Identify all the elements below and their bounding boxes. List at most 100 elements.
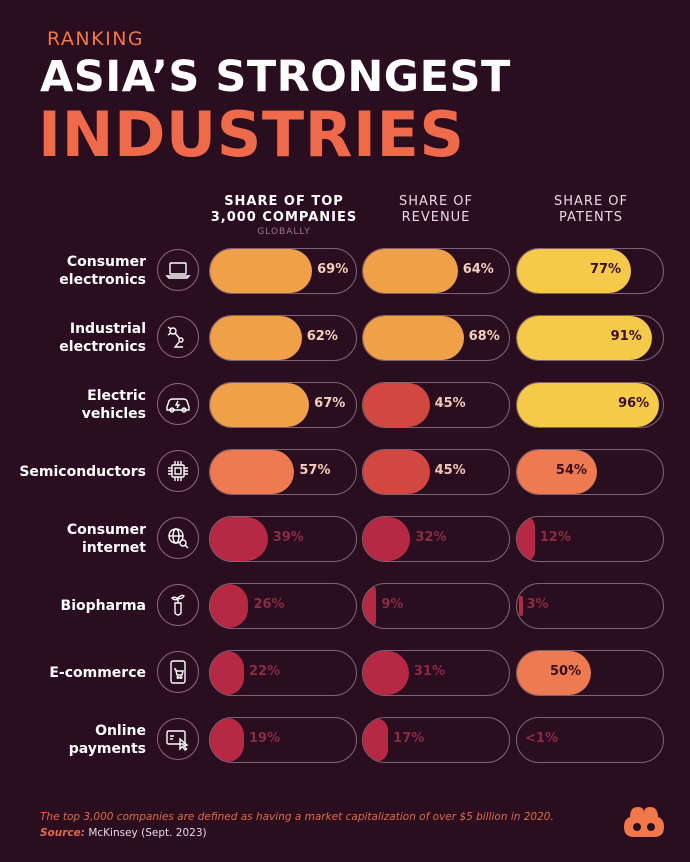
bar-value-label: 32% (415, 530, 447, 545)
row-label-consumer-internet: Consumer internet (0, 521, 146, 557)
bar (363, 584, 377, 628)
bar-value-label: <1% (525, 731, 558, 746)
bar-value-label: 96% (618, 396, 650, 411)
bar-track (209, 315, 357, 361)
row-label-line1: Industrial (69, 321, 146, 337)
bar-track (516, 248, 664, 294)
bar-track (209, 382, 357, 428)
row-label-consumer-electronics: Consumer electronics (0, 253, 146, 289)
bar (210, 249, 313, 293)
bar (517, 383, 660, 427)
bar (363, 316, 464, 360)
phone-cart-icon (157, 651, 199, 693)
bar-track (362, 382, 510, 428)
bar (210, 383, 310, 427)
column-header-companies-line2: 3,000 COMPANIES (210, 210, 358, 225)
bar-track (516, 650, 664, 696)
bar-track (362, 449, 510, 495)
footnote: The top 3,000 companies are defined as h… (40, 811, 554, 823)
bar-track (209, 449, 357, 495)
bar (517, 517, 535, 561)
bar-value-label: 64% (462, 262, 494, 277)
bar-track (516, 315, 664, 361)
row-label-line1: Online (95, 723, 146, 739)
bar-value-label: 31% (413, 664, 445, 679)
robot-arm-icon (157, 316, 199, 358)
bar-value-label: 12% (539, 530, 571, 545)
row-label-line2: internet (81, 540, 146, 556)
bar-track (362, 583, 510, 629)
bar-value-label: 17% (393, 731, 425, 746)
bar-value-label: 57% (299, 463, 331, 478)
source-label: Source: (40, 827, 85, 839)
source: Source: McKinsey (Sept. 2023) (40, 827, 207, 839)
column-header-revenue: SHARE OF REVENUE (361, 194, 511, 226)
bar-track (209, 516, 357, 562)
chip-icon (157, 450, 199, 492)
bar-value-label: 3% (526, 597, 549, 612)
row-label-line2: vehicles (81, 406, 146, 422)
bar (363, 450, 430, 494)
column-header-revenue-line2: REVENUE (401, 210, 471, 225)
bar-track (516, 717, 664, 763)
row-label-line1: Electric (87, 388, 146, 404)
page-title-line2: INDUSTRIES (38, 98, 465, 171)
bar-value-label: 26% (253, 597, 285, 612)
column-header-patents: SHARE OF PATENTS (516, 194, 666, 226)
bar (210, 584, 249, 628)
electric-car-icon (157, 383, 199, 425)
bar-track (362, 650, 510, 696)
bar-track (209, 650, 357, 696)
bar-track (516, 583, 664, 629)
bar (517, 249, 631, 293)
bar-value-label: 69% (317, 262, 349, 277)
bar-value-label: 67% (314, 396, 346, 411)
column-header-companies-label: SHARE OF TOP 3,000 COMPANIES (209, 194, 359, 226)
bar-value-label: 22% (249, 664, 281, 679)
bar-track (362, 717, 510, 763)
column-header-companies-line1: SHARE OF TOP (224, 194, 344, 209)
bar-value-label: 77% (589, 262, 622, 277)
bar-value-label: 91% (610, 329, 642, 344)
bar (363, 718, 389, 762)
bar-value-label: 9% (381, 597, 404, 612)
bar-track (209, 583, 357, 629)
row-label-line2: electronics (59, 272, 146, 288)
card-cursor-icon (157, 718, 199, 760)
bar-value-label: 50% (550, 664, 582, 679)
row-label-line1: Consumer (66, 522, 146, 538)
bar (517, 316, 652, 360)
row-label-e-commerce: E-commerce (0, 664, 146, 682)
row-label-biopharma: Biopharma (0, 597, 146, 615)
bar (363, 517, 411, 561)
bar-value-label: 54% (555, 463, 588, 478)
row-label-line1: Consumer (66, 254, 146, 270)
bar-track (209, 717, 357, 763)
row-label-electric-vehicles: Electric vehicles (0, 387, 146, 423)
globe-search-icon (157, 517, 199, 559)
bar (517, 651, 591, 695)
bar (517, 450, 597, 494)
bar-value-label: 45% (434, 396, 466, 411)
bar-value-label: 19% (249, 731, 281, 746)
bar (210, 517, 268, 561)
source-text: McKinsey (Sept. 2023) (88, 827, 207, 839)
row-label-semiconductors: Semiconductors (0, 463, 146, 481)
bar-track (516, 516, 664, 562)
row-label-line2: payments (68, 741, 146, 757)
bar-value-label: 62% (306, 329, 338, 344)
test-tube-plant-icon (157, 584, 199, 626)
bar (210, 718, 244, 762)
bar (363, 383, 430, 427)
bar-track (362, 516, 510, 562)
bar (519, 596, 524, 616)
bar-track (516, 382, 664, 428)
row-label-line1: Biopharma (60, 598, 146, 614)
row-label-online-payments: Online payments (0, 722, 146, 758)
bar-value-label: 39% (272, 530, 304, 545)
bar (363, 651, 409, 695)
bar (210, 316, 302, 360)
kicker: RANKING (47, 28, 145, 50)
row-label-line1: E-commerce (49, 665, 146, 681)
bar-value-label: 45% (434, 463, 466, 478)
